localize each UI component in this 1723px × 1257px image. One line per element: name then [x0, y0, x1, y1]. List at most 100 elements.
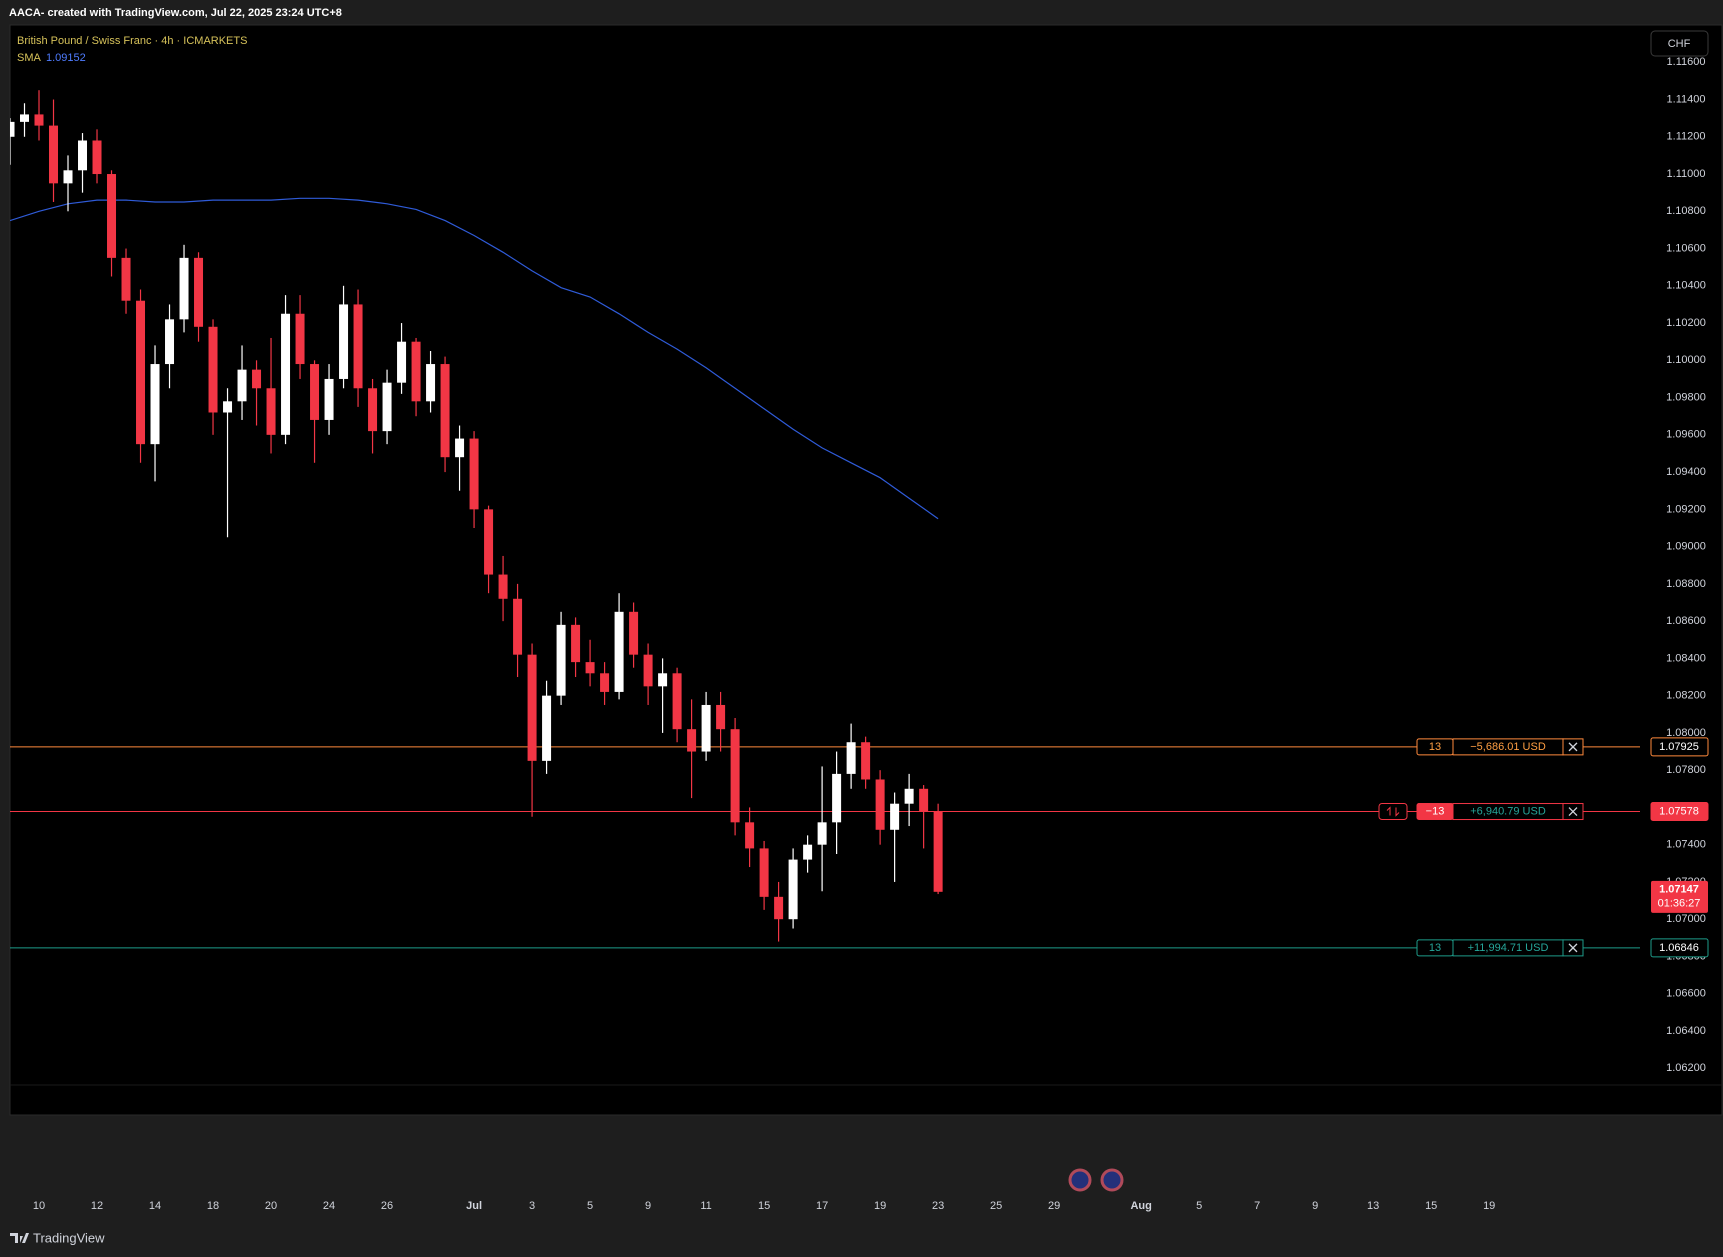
x-tick-label: 5 [587, 1200, 593, 1212]
y-tick-label: 1.10200 [1666, 317, 1706, 329]
candle-body [136, 300, 146, 445]
candle-body [527, 654, 537, 761]
candle-body [629, 611, 639, 655]
x-tick-label: 25 [990, 1200, 1002, 1212]
candle-body [194, 257, 204, 327]
position-order[interactable]: 13 +11,994.71 USD [1416, 939, 1584, 957]
sma-line [10, 197, 939, 520]
candle-body [585, 662, 595, 674]
event-icon[interactable] [1100, 1168, 1124, 1192]
candle-body [745, 822, 755, 849]
last-price: 1.07147 [1659, 884, 1699, 896]
candle-body [150, 364, 160, 445]
y-tick-label: 1.11400 [1667, 93, 1706, 105]
candle-body [179, 257, 189, 320]
close-icon[interactable] [1568, 943, 1578, 953]
y-tick-label: 1.11200 [1667, 131, 1706, 143]
symbol-title: British Pound / Swiss Franc · 4h · ICMAR… [17, 35, 247, 47]
price-badge-label: 1.07925 [1659, 741, 1699, 753]
y-tick-label: 1.07800 [1666, 764, 1706, 776]
candle-body [556, 624, 566, 696]
sma-legend-value: 1.09152 [46, 52, 86, 64]
x-tick-label: 13 [1367, 1200, 1379, 1212]
y-tick-label: 1.09200 [1666, 503, 1706, 515]
currency-label[interactable]: CHF [1668, 38, 1691, 50]
candle-body [904, 788, 914, 804]
x-tick-label: 5 [1196, 1200, 1202, 1212]
candle-body [455, 438, 465, 458]
last-price-badge [1651, 880, 1708, 913]
candle-body [571, 624, 581, 663]
close-icon[interactable] [1568, 742, 1578, 752]
candle-body [121, 257, 131, 301]
candle-body [643, 654, 653, 687]
position-order[interactable]: 13 −5,686.01 USD [1416, 738, 1584, 756]
x-tick-label: Jul [466, 1200, 482, 1212]
y-tick-label: 1.07400 [1666, 839, 1706, 851]
y-tick-label: 1.10000 [1666, 354, 1706, 366]
x-tick-label: 14 [149, 1200, 161, 1212]
x-tick-label: 15 [1425, 1200, 1437, 1212]
candle-body [498, 574, 508, 599]
y-tick-label: 1.06600 [1666, 988, 1706, 1000]
x-tick-label: 10 [33, 1200, 45, 1212]
candle-body [846, 742, 856, 774]
y-tick-label: 1.11000 [1667, 168, 1706, 180]
sma-legend-name: SMA [17, 52, 42, 64]
x-tick-label: 20 [265, 1200, 277, 1212]
candle-body [411, 341, 421, 402]
candle-body [266, 388, 276, 435]
candle-body [832, 773, 842, 823]
x-tick-label: 26 [381, 1200, 393, 1212]
x-tick-label: 23 [932, 1200, 944, 1212]
candle-body [658, 673, 668, 687]
candle-body [774, 896, 784, 920]
reverse-icon[interactable] [1386, 806, 1400, 817]
countdown: 01:36:27 [1658, 898, 1701, 910]
candle-body [919, 788, 929, 812]
x-tick-label: 11 [700, 1200, 711, 1212]
candle-body [890, 803, 900, 830]
y-tick-label: 1.08000 [1666, 727, 1706, 739]
candle-body [803, 844, 813, 860]
currency-button[interactable] [1650, 30, 1709, 57]
candle-body [368, 388, 378, 432]
candle-body [716, 704, 726, 730]
close-icon[interactable] [1568, 807, 1578, 816]
candle-body [701, 704, 711, 752]
y-tick-label: 1.07000 [1666, 913, 1706, 925]
x-tick-label: 19 [1483, 1200, 1495, 1212]
candle-body [107, 174, 117, 258]
x-tick-label: 24 [323, 1200, 335, 1212]
candle-body [672, 673, 682, 730]
position-qty: 13 [1429, 942, 1441, 954]
candle-body [600, 673, 610, 692]
position-pnl: +6,940.79 USD [1470, 805, 1546, 817]
candle-body [687, 729, 697, 752]
position-order[interactable]: −13 +6,940.79 USD [1378, 803, 1584, 821]
candle-body [353, 304, 363, 389]
candle-body [484, 509, 494, 575]
candle-body [78, 140, 88, 171]
plot-area [10, 90, 1640, 949]
y-tick-label: 1.08800 [1666, 578, 1706, 590]
candle-body [92, 140, 102, 175]
candle-body [426, 364, 436, 402]
x-tick-label: 12 [91, 1200, 103, 1212]
y-tick-label: 1.09400 [1666, 466, 1706, 478]
y-tick-label: 1.08600 [1666, 615, 1706, 627]
reverse-button[interactable] [1378, 803, 1408, 821]
event-icon[interactable] [1068, 1168, 1092, 1192]
x-tick-label: Aug [1130, 1200, 1151, 1212]
candle-body [223, 401, 233, 413]
candle-body [397, 341, 407, 383]
candle-body [542, 695, 552, 761]
candle-body [513, 598, 523, 655]
price-badge [1650, 938, 1709, 958]
candle-body [788, 859, 798, 920]
y-tick-label: 1.06200 [1666, 1062, 1706, 1074]
price-badge-label: 1.07578 [1659, 805, 1699, 817]
header-title: AACA- created with TradingView.com, Jul … [9, 7, 342, 19]
candle-body [10, 121, 15, 137]
y-tick-label: 1.10600 [1666, 242, 1706, 254]
